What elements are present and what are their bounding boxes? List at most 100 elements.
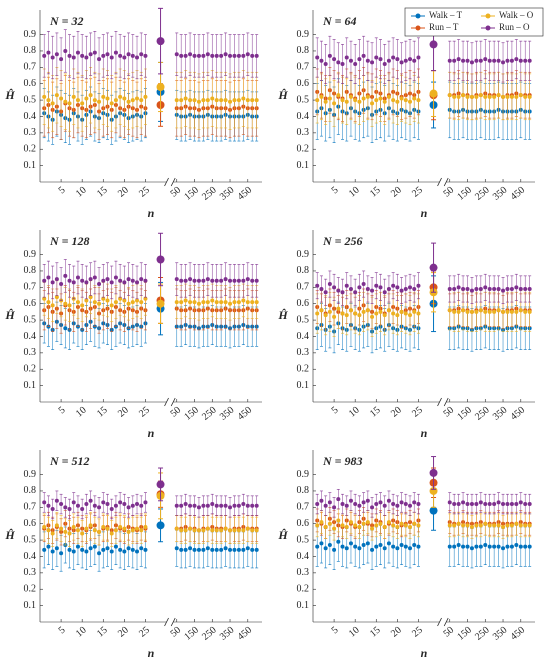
point bbox=[241, 528, 246, 533]
point bbox=[365, 308, 370, 313]
x-tick-label: 5 bbox=[57, 405, 68, 417]
y-tick-label: 0.8 bbox=[24, 45, 37, 56]
point bbox=[340, 311, 345, 316]
x-tick-label: 15 bbox=[95, 185, 110, 200]
point bbox=[353, 544, 358, 549]
summary-point bbox=[429, 263, 438, 272]
axis-break bbox=[170, 617, 176, 627]
point bbox=[336, 60, 341, 65]
point bbox=[340, 62, 345, 67]
point bbox=[183, 528, 188, 533]
x-tick-label: 10 bbox=[74, 185, 89, 200]
y-tick-label: 0.5 bbox=[297, 94, 310, 105]
point bbox=[523, 309, 528, 314]
y-axis-label: Ĥ bbox=[277, 308, 288, 322]
point bbox=[357, 99, 362, 104]
point bbox=[348, 58, 353, 63]
point bbox=[205, 546, 210, 551]
point bbox=[101, 278, 106, 283]
x-tick-label: 5 bbox=[330, 185, 341, 197]
point bbox=[101, 547, 106, 552]
point bbox=[201, 547, 206, 552]
point bbox=[105, 277, 110, 282]
point bbox=[327, 500, 332, 505]
point bbox=[501, 546, 506, 551]
point bbox=[365, 58, 370, 63]
y-tick-label: 0.8 bbox=[297, 45, 310, 56]
point bbox=[201, 300, 206, 305]
point bbox=[469, 60, 474, 65]
point bbox=[361, 96, 366, 101]
x-tick-label: 50 bbox=[441, 405, 456, 420]
point bbox=[254, 300, 259, 305]
point bbox=[391, 55, 396, 60]
point bbox=[399, 60, 404, 65]
x-tick-label: 25 bbox=[137, 185, 152, 200]
point bbox=[416, 98, 421, 103]
point bbox=[332, 285, 337, 290]
point bbox=[386, 286, 391, 291]
point bbox=[179, 528, 184, 533]
point bbox=[416, 283, 421, 288]
point bbox=[75, 300, 80, 305]
y-tick-label: 0.8 bbox=[24, 265, 37, 276]
point bbox=[382, 99, 387, 104]
point bbox=[344, 99, 349, 104]
point bbox=[452, 523, 457, 528]
point bbox=[179, 547, 184, 552]
point bbox=[228, 278, 233, 283]
point bbox=[80, 53, 85, 58]
point bbox=[447, 500, 452, 505]
point bbox=[196, 99, 201, 104]
point bbox=[54, 277, 59, 282]
point bbox=[50, 101, 55, 106]
point bbox=[214, 547, 219, 552]
point bbox=[416, 523, 421, 528]
x-tick-label: 50 bbox=[168, 185, 183, 200]
point bbox=[365, 520, 370, 525]
point bbox=[456, 285, 461, 290]
axis-break bbox=[443, 617, 449, 627]
x-tick-label: 250 bbox=[200, 625, 219, 643]
x-tick-label: 350 bbox=[491, 405, 510, 423]
point bbox=[514, 309, 519, 314]
point bbox=[71, 524, 76, 529]
point bbox=[492, 523, 497, 528]
point bbox=[241, 278, 246, 283]
point bbox=[487, 309, 492, 314]
point bbox=[122, 96, 127, 101]
point bbox=[452, 58, 457, 63]
y-tick-label: 0.6 bbox=[24, 298, 37, 309]
point bbox=[370, 547, 375, 552]
point bbox=[478, 286, 483, 291]
point bbox=[353, 62, 358, 67]
point bbox=[361, 282, 366, 287]
point bbox=[71, 94, 76, 99]
point bbox=[42, 296, 47, 301]
point bbox=[452, 309, 457, 314]
point bbox=[63, 301, 68, 306]
point bbox=[210, 547, 215, 552]
point bbox=[183, 298, 188, 303]
x-tick-label: 5 bbox=[57, 625, 68, 637]
point bbox=[97, 301, 102, 306]
point bbox=[496, 308, 501, 313]
y-tick-label: 0.2 bbox=[297, 364, 310, 375]
point bbox=[370, 314, 375, 319]
point bbox=[118, 500, 123, 505]
point bbox=[336, 93, 341, 98]
point bbox=[228, 301, 233, 306]
point bbox=[315, 502, 320, 507]
point bbox=[113, 300, 118, 305]
x-tick-label: 350 bbox=[491, 625, 510, 643]
point bbox=[483, 309, 488, 314]
point bbox=[46, 275, 51, 280]
point bbox=[192, 503, 197, 508]
point bbox=[228, 99, 233, 104]
point bbox=[365, 498, 370, 503]
y-tick-label: 0.2 bbox=[24, 144, 37, 155]
point bbox=[59, 57, 64, 62]
point bbox=[492, 286, 497, 291]
point bbox=[250, 547, 255, 552]
point bbox=[344, 55, 349, 60]
